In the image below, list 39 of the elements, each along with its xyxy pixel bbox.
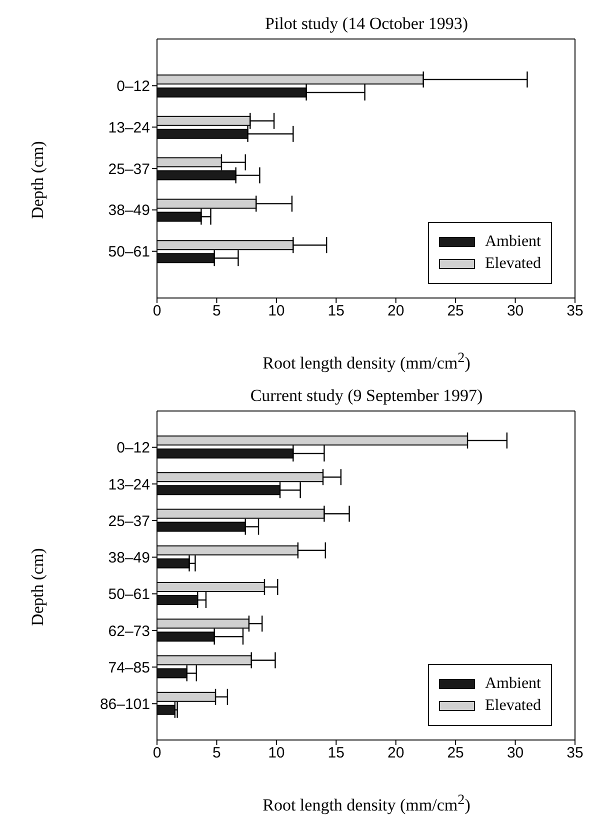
y-tick-label: 50–61 <box>108 586 150 604</box>
y-tick-label: 25–37 <box>108 512 150 530</box>
x-tick-label: 25 <box>447 302 464 320</box>
x-tick-label: 30 <box>506 744 524 762</box>
x-tick-label: 25 <box>447 744 464 762</box>
x-tick-label: 5 <box>212 744 221 762</box>
y-tick-label: 62–73 <box>108 622 150 640</box>
x-tick-label: 10 <box>268 744 285 762</box>
x-tick-label: 10 <box>268 302 285 320</box>
y-tick-label: 38–49 <box>108 202 150 220</box>
legend-label: Elevated <box>485 255 541 273</box>
x-tick-label: 15 <box>328 302 344 320</box>
x-tick-label: 30 <box>506 302 524 320</box>
legend-label: Elevated <box>485 697 541 715</box>
x-axis-title: Root length density (mm/cm$^{2}$) <box>262 792 472 816</box>
x-tick-label: 15 <box>328 744 344 762</box>
y-tick-label: 13–24 <box>108 119 150 136</box>
x-axis-title: Root length density (mm/cm$^{2}$) <box>262 350 472 374</box>
y-tick-label: 74–85 <box>108 659 150 676</box>
legend-label: Ambient <box>485 233 541 251</box>
y-tick-label: 38–49 <box>108 550 150 567</box>
chart-title: Current study (9 September 1997) <box>249 386 484 406</box>
x-tick-label: 35 <box>566 744 584 762</box>
y-tick-label: 0–12 <box>116 440 150 457</box>
y-axis-title: Depth (cm) <box>28 548 48 626</box>
x-tick-label: 0 <box>152 744 162 762</box>
x-tick-label: 35 <box>566 302 584 320</box>
chart-title: Pilot study (14 October 1993) <box>264 14 470 34</box>
legend-label: Ambient <box>485 675 541 693</box>
x-tick-label: 20 <box>388 302 404 320</box>
x-tick-label: 0 <box>152 302 162 320</box>
x-tick-label: 20 <box>388 744 404 762</box>
x-tick-label: 5 <box>212 302 221 320</box>
y-tick-label: 86–101 <box>100 696 150 714</box>
y-tick-label: 0–12 <box>116 78 150 96</box>
y-tick-label: 50–61 <box>108 244 150 261</box>
y-tick-label: 13–24 <box>108 476 150 494</box>
y-tick-label: 25–37 <box>108 160 150 178</box>
y-axis-title: Depth (cm) <box>28 141 48 219</box>
